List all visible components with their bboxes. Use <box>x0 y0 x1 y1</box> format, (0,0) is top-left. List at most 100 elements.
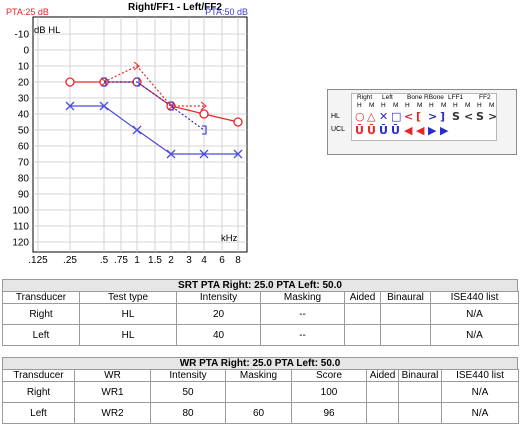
table-cell: WR2 <box>74 402 151 424</box>
y-tick-label: 90 <box>18 190 30 201</box>
legend-sub-12: M <box>489 102 495 109</box>
y-tick-label: 120 <box>12 238 29 249</box>
legend-header-rbone: RBone <box>424 94 444 101</box>
table-cell[interactable]: 60 <box>225 402 292 424</box>
table-cell[interactable]: -- <box>260 324 345 346</box>
table-cell[interactable]: N/A <box>430 303 519 325</box>
y-tick-label: 30 <box>18 94 30 105</box>
audiogram-grid <box>32 16 248 253</box>
legend-header-left: Left <box>382 94 393 101</box>
table-row[interactable]: Right HL 20 -- N/A <box>2 303 519 325</box>
legend-tri-left-red2-icon: ◀ <box>416 124 425 137</box>
series-point-cross <box>65 101 75 111</box>
table-cell[interactable]: 20 <box>176 303 261 325</box>
pta-right-label: PTA:25 dB <box>6 7 49 17</box>
table-cell[interactable] <box>366 402 399 424</box>
legend-dash2-icon: > <box>488 110 498 123</box>
series-line <box>104 81 205 131</box>
legend-tri-left-red-icon: ◀ <box>404 124 413 137</box>
srt-col-transducer: Transducer <box>2 291 80 304</box>
table-cell: Right <box>2 381 75 403</box>
legend-square-icon: □ <box>391 110 402 123</box>
table-cell[interactable]: N/A <box>430 324 519 346</box>
x-tick-label: 2 <box>168 255 174 266</box>
table-cell[interactable]: -- <box>260 303 345 325</box>
legend-sub-9: H <box>453 102 458 109</box>
srt-header-row: Transducer Test type Intensity Masking A… <box>2 291 519 304</box>
table-cell[interactable] <box>380 324 431 346</box>
series-point-bone-right <box>133 61 140 71</box>
table-cell[interactable]: N/A <box>441 381 519 403</box>
legend-row-hl: HL <box>331 113 340 120</box>
wr-col-wr: WR <box>74 369 151 382</box>
table-cell[interactable] <box>344 324 381 346</box>
legend-bracket-open-icon: [ <box>416 110 422 123</box>
table-cell[interactable]: 96 <box>291 402 367 424</box>
series-point-bone-left <box>202 125 207 135</box>
table-cell: Left <box>2 402 75 424</box>
legend-ucl-left-masked-icon: Ū <box>391 124 400 137</box>
series-point-cross <box>132 125 142 135</box>
table-cell[interactable] <box>380 303 431 325</box>
table-cell[interactable] <box>225 381 292 403</box>
series-point-bone-left <box>169 101 174 111</box>
legend-s2-icon: S <box>476 110 484 123</box>
legend-ucl-right-icon: Ū <box>355 124 364 137</box>
chart-title: Right/FF1 - Left/FF2 <box>128 2 222 13</box>
srt-table: Transducer Test type Intensity Masking A… <box>2 291 519 346</box>
x-tick-label: .5 <box>100 255 109 266</box>
series-point-circle <box>233 117 243 127</box>
wr-col-score: Score <box>291 369 367 382</box>
legend-bracket-right-icon: > <box>428 110 438 123</box>
series-point-bone-left <box>135 77 140 87</box>
srt-col-test-type: Test type <box>79 291 177 304</box>
table-cell: Left <box>2 324 80 346</box>
table-row[interactable]: Right WR1 50 100 N/A <box>2 381 519 403</box>
plot-frame <box>32 16 248 253</box>
y-tick-label: 110 <box>13 222 29 233</box>
legend-panel: Right Left Bone RBone LFF1 FF2 H M H M H… <box>327 89 517 155</box>
legend-sub-7: H <box>429 102 434 109</box>
table-cell[interactable]: 100 <box>291 381 367 403</box>
table-cell[interactable]: 50 <box>150 381 226 403</box>
legend-s-icon: S <box>452 110 460 123</box>
series-line <box>103 65 204 107</box>
table-cell[interactable] <box>366 381 399 403</box>
legend-sub-6: M <box>417 102 423 109</box>
table-cell: HL <box>79 303 177 325</box>
legend-sub-2: M <box>369 102 375 109</box>
legend-sub-1: H <box>357 102 362 109</box>
y-tick-label: 10 <box>18 62 30 73</box>
legend-sub-5: H <box>405 102 410 109</box>
table-cell[interactable]: 40 <box>176 324 261 346</box>
table-row[interactable]: Left WR2 80 60 96 N/A <box>2 402 519 424</box>
series-point-cross <box>99 101 109 111</box>
x-tick-label: .125 <box>28 255 48 266</box>
table-cell[interactable] <box>398 381 442 403</box>
y-tick-label: 80 <box>18 174 30 185</box>
legend-sub-11: H <box>477 102 482 109</box>
x-axis-unit-label: kHz <box>221 233 238 244</box>
x-tick-label: 1 <box>134 255 140 266</box>
wr-col-transducer: Transducer <box>2 369 75 382</box>
wr-col-masking: Masking <box>225 369 292 382</box>
srt-col-ise440: ISE440 list <box>430 291 519 304</box>
table-row[interactable]: Left HL 40 -- N/A <box>2 324 519 346</box>
legend-row-ucl: UCL <box>331 126 346 133</box>
table-cell[interactable]: N/A <box>441 402 519 424</box>
wr-col-binaural: Binaural <box>398 369 442 382</box>
legend-header-bone: Bone <box>407 94 423 101</box>
srt-col-aided: Aided <box>344 291 381 304</box>
legend-ucl-left-icon: Ū <box>379 124 388 137</box>
y-tick-label: 70 <box>18 158 30 169</box>
legend-ucl-right-masked-icon: Ū <box>367 124 376 137</box>
legend-cross-icon: ✕ <box>379 110 389 123</box>
audiogram-chart[interactable]: -10 0 10 20 30 40 50 60 70 80 90 100 110 120 .125 .25 .5… <box>0 0 330 270</box>
legend-header-lff1: LFF1 <box>448 94 464 101</box>
table-cell[interactable] <box>344 303 381 325</box>
pta-left-label: PTA:50 dB <box>205 7 248 17</box>
table-cell[interactable] <box>398 402 442 424</box>
table-cell[interactable]: 80 <box>150 402 226 424</box>
legend-sub-8: M <box>441 102 447 109</box>
series-point-bone-right <box>200 101 207 111</box>
